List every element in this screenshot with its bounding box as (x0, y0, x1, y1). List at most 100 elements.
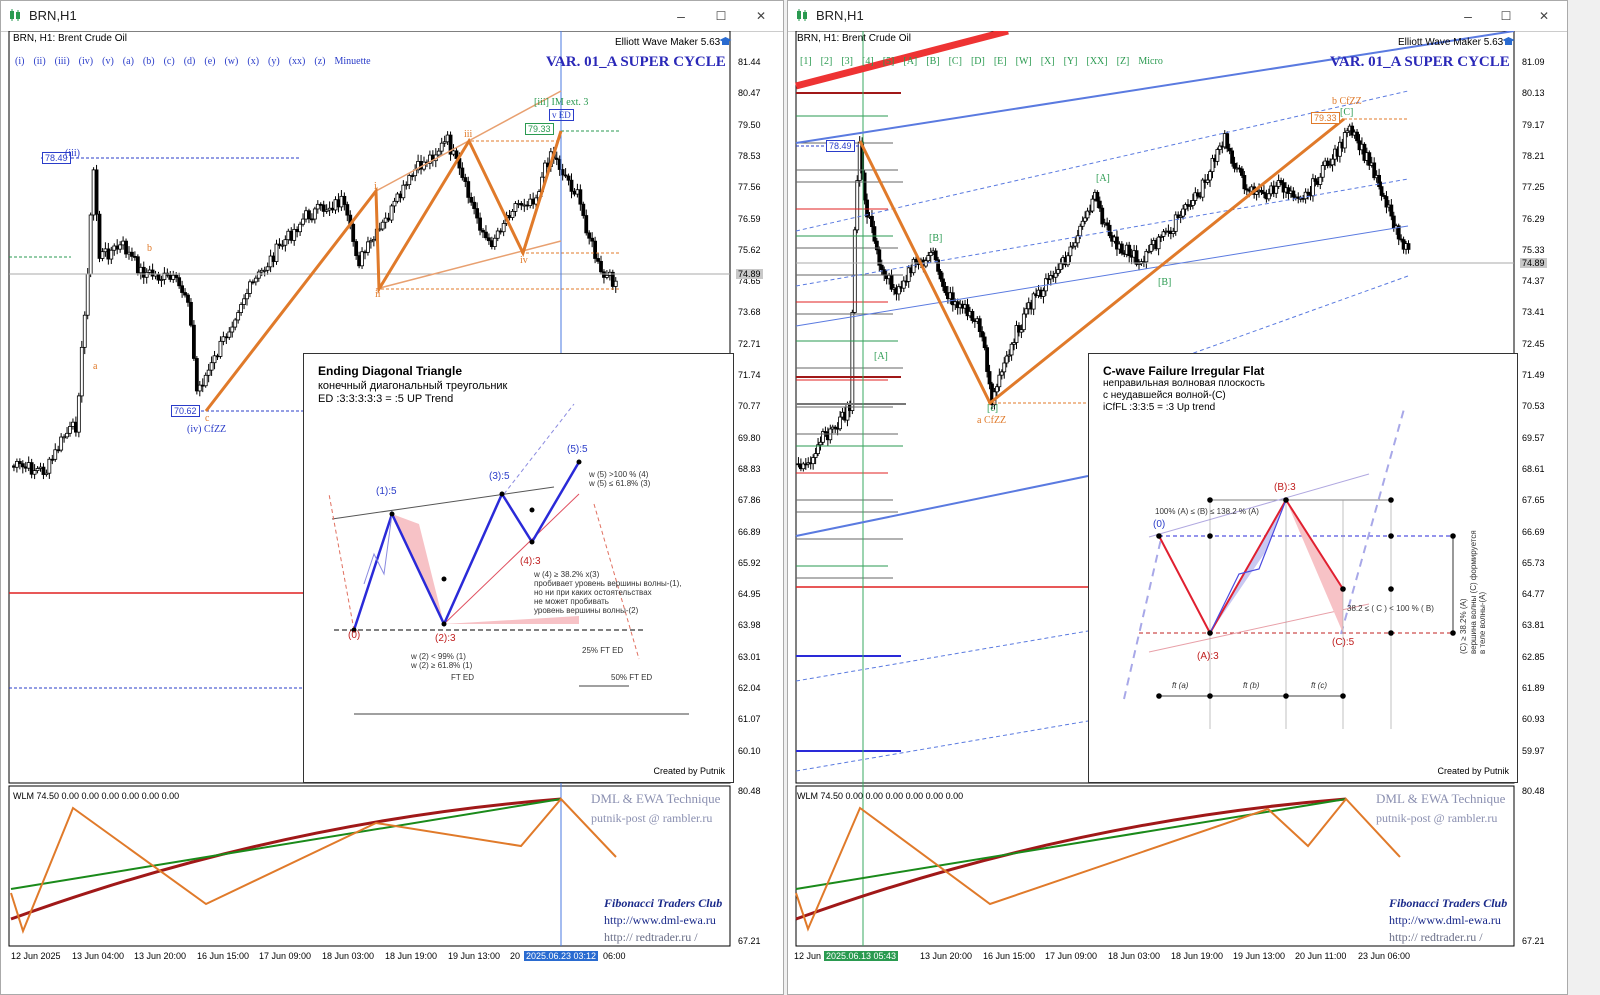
price-axis-label: 61.89 (1522, 683, 1545, 693)
candle-body (1070, 245, 1075, 248)
panel-note: ft (b) (1243, 681, 1260, 690)
minimize-button[interactable]: – (677, 8, 685, 24)
candle-body (259, 269, 264, 273)
wave-degree-button[interactable]: [5] (882, 56, 895, 67)
candle-body (286, 230, 291, 241)
wave-degree-button[interactable]: [XX] (1086, 56, 1108, 67)
wave-degree-button[interactable]: [Y] (1063, 56, 1078, 67)
candle-body (318, 203, 323, 206)
wave-degree-button[interactable]: [C] (948, 56, 962, 67)
price-axis-label: 62.85 (1522, 651, 1545, 662)
time-label: 12 Jun 2025 (11, 951, 61, 961)
wave-label: i (374, 181, 377, 192)
candle-body (1041, 290, 1046, 297)
wave-degree-button[interactable]: (d) (183, 56, 196, 67)
wave-degree-button[interactable]: Minuette (334, 56, 371, 67)
candle-body (811, 457, 816, 465)
wave-degree-button[interactable]: [E] (993, 56, 1007, 67)
candle-body (301, 218, 305, 225)
candle-body (466, 181, 471, 198)
wave-label: b (147, 243, 152, 254)
website-link[interactable]: http://www.dml-ewa.ru (604, 913, 716, 927)
wave-degree-button[interactable]: [2] (820, 56, 833, 67)
candle-body (852, 229, 857, 313)
current-price-tag: 74.89 (1520, 258, 1547, 268)
website-link[interactable]: http:// redtrader.ru / (1389, 930, 1483, 944)
chart-window-right[interactable]: BRN,H1 – ☐ ✕ BRN, H1: Brent Crude Oil El… (787, 0, 1568, 995)
wave-degree-button[interactable]: Micro (1138, 56, 1163, 67)
wave-degree-button[interactable]: (a) (122, 56, 134, 67)
candle-body (1328, 164, 1332, 167)
price-axis-label: 80.47 (738, 88, 761, 99)
price-axis-label: 69.80 (738, 432, 761, 443)
maximize-button[interactable]: ☐ (1500, 9, 1512, 23)
candle-body (1058, 263, 1063, 270)
candle-body (1379, 186, 1384, 196)
candle-body (1149, 244, 1154, 252)
wave-degree-button[interactable]: (iii) (54, 56, 70, 67)
close-button[interactable]: ✕ (755, 9, 767, 23)
candle-body (1156, 236, 1161, 250)
price-chart[interactable]: BRN, H1: Brent Crude Oil Elliott Wave Ma… (1, 31, 783, 994)
price-axis-label: 77.25 (1522, 182, 1545, 193)
indicator-label: WLM 74.50 0.00 0.00 0.00 0.00 0.00 0.00 (797, 791, 964, 801)
candle-body (1007, 354, 1012, 357)
candle-body (460, 167, 465, 178)
wave-degree-button[interactable]: [3] (841, 56, 854, 67)
wave-degree-button[interactable]: [B] (926, 56, 940, 67)
indicator-axis-bottom: 67.21 (1522, 936, 1545, 946)
wave-degree-button[interactable]: (e) (204, 56, 216, 67)
wave-degree-button[interactable]: [4] (862, 56, 874, 67)
wave-degree-button[interactable]: [A] (903, 56, 918, 67)
wave-degree-button[interactable]: (c) (163, 56, 175, 67)
candle-body (401, 184, 406, 199)
candle-body (985, 347, 990, 372)
maximize-button[interactable]: ☐ (715, 9, 727, 23)
chart-window-left[interactable]: BRN,H1 – ☐ ✕ BRN, H1: Brent Crude Oil El… (0, 0, 784, 995)
candle-body (242, 298, 246, 305)
wave-degree-button[interactable]: (w) (224, 56, 239, 67)
wave-degree-button[interactable]: [W] (1015, 56, 1032, 67)
wave-degree-button[interactable]: (y) (268, 56, 280, 67)
website-link[interactable]: http:// redtrader.ru / (604, 930, 698, 944)
candle-body (513, 203, 518, 212)
price-axis-label: 71.49 (1522, 370, 1545, 380)
wave-degree-button[interactable]: (v) (102, 56, 114, 67)
price-chart[interactable]: BRN, H1: Brent Crude Oil Elliott Wave Ma… (788, 31, 1567, 994)
candle-body (233, 319, 238, 328)
wave-degree-button[interactable]: [1] (800, 56, 812, 67)
candle-body (590, 237, 595, 242)
title-bar[interactable]: BRN,H1 – ☐ ✕ (1, 1, 783, 32)
wave-label: v ED (549, 109, 574, 121)
panel-note: пробивает уровень вершины волны-(1), (534, 579, 682, 588)
title-bar[interactable]: BRN,H1 – ☐ ✕ (788, 1, 1567, 32)
candle-body (94, 169, 99, 215)
pivot-dot (1283, 497, 1289, 503)
wave-degree-button[interactable]: (xx) (288, 56, 306, 67)
panel-note: w (5) >100 % (4) (589, 470, 649, 479)
wave-label: (iv) CfZZ (187, 424, 227, 435)
candle-body (1088, 210, 1092, 213)
pivot-dot (1388, 586, 1394, 592)
wave-degree-button[interactable]: (b) (142, 56, 155, 67)
wave-degree-button[interactable]: (z) (314, 56, 326, 67)
website-link[interactable]: http://www.dml-ewa.ru (1389, 913, 1501, 927)
wave-degree-button[interactable]: (iv) (78, 56, 94, 67)
wave-degree-button[interactable]: (x) (247, 56, 260, 67)
candle-body (1188, 205, 1193, 207)
wave-degree-button[interactable]: [X] (1040, 56, 1055, 67)
guide-line (1340, 408, 1405, 635)
price-axis-label: 63.01 (738, 651, 761, 662)
candle-body (1173, 214, 1178, 232)
wave-degree-button[interactable]: [D] (970, 56, 985, 67)
price-tag-78-49: 78.49 (42, 152, 71, 164)
minimize-button[interactable]: – (1464, 8, 1472, 24)
candle-body (602, 271, 606, 278)
price-axis-label: 81.09 (1522, 57, 1545, 67)
wave-degree-button[interactable]: [Z] (1116, 56, 1130, 67)
candle-body (610, 271, 615, 287)
wave-degree-button[interactable]: (i) (15, 56, 25, 67)
close-button[interactable]: ✕ (1538, 9, 1550, 23)
candle-body (218, 340, 223, 357)
wave-degree-button[interactable]: (ii) (33, 56, 46, 67)
